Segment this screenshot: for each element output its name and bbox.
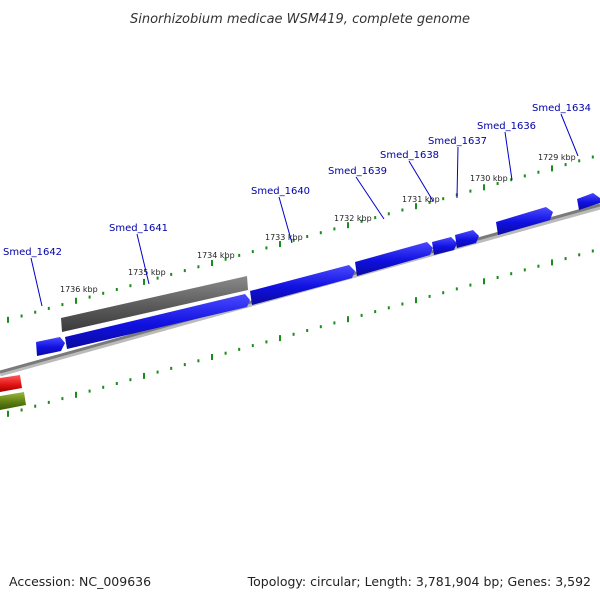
gene-leaders	[30, 113, 579, 307]
gene-label-smed-1641[interactable]: Smed_1641	[109, 223, 168, 234]
feature-cds-1[interactable]	[36, 337, 65, 356]
gene-label-smed-1634[interactable]: Smed_1634	[532, 103, 591, 114]
leader-smed-1637	[456, 146, 459, 199]
gene-label-smed-1638[interactable]: Smed_1638	[380, 150, 439, 161]
tick-label-1731: 1731 kbp	[402, 195, 440, 204]
feature-other[interactable]	[0, 392, 26, 410]
leader-smed-1639	[355, 176, 385, 220]
gene-label-smed-1639[interactable]: Smed_1639	[328, 166, 387, 177]
tick-label-1734: 1734 kbp	[197, 251, 235, 260]
gene-labels: Smed_1634 Smed_1636 Smed_1637 Smed_1638 …	[3, 103, 591, 258]
tick-label-1729: 1729 kbp	[538, 153, 576, 162]
map-title: Sinorhizobium medicae WSM419, complete g…	[130, 12, 470, 27]
tick-label-1730: 1730 kbp	[470, 174, 508, 183]
tick-label-1732: 1732 kbp	[334, 214, 372, 223]
tick-ruler-lower	[7, 249, 594, 417]
tick-ruler-upper	[7, 155, 594, 323]
gene-label-smed-1640[interactable]: Smed_1640	[251, 186, 310, 197]
feature-cds-3[interactable]	[250, 265, 355, 305]
leader-smed-1640	[278, 196, 293, 244]
leader-smed-1638	[408, 160, 434, 202]
gene-label-smed-1637[interactable]: Smed_1637	[428, 136, 487, 147]
feature-cds-6[interactable]	[455, 230, 479, 248]
feature-cds-2[interactable]	[65, 294, 250, 349]
leader-smed-1634	[560, 113, 579, 157]
tick-label-1736: 1736 kbp	[60, 285, 98, 294]
feature-grey-block[interactable]	[61, 276, 248, 332]
tick-label-1733: 1733 kbp	[265, 233, 303, 242]
accession-text: Accession: NC_009636	[9, 574, 151, 589]
feature-cds-4[interactable]	[355, 242, 433, 276]
genome-summary: Topology: circular; Length: 3,781,904 bp…	[247, 574, 591, 589]
tick-label-1735: 1735 kbp	[128, 268, 166, 277]
gene-label-smed-1636[interactable]: Smed_1636	[477, 121, 536, 132]
gene-features	[0, 193, 600, 410]
feature-cds-5[interactable]	[432, 237, 457, 255]
leader-smed-1636	[504, 131, 513, 181]
feature-cds-7[interactable]	[496, 207, 553, 235]
feature-rna[interactable]	[0, 375, 22, 392]
leader-smed-1642	[30, 257, 43, 307]
leader-smed-1641	[136, 233, 150, 285]
tick-labels: 1729 kbp 1730 kbp 1731 kbp 1732 kbp 1733…	[60, 153, 576, 294]
feature-cds-8[interactable]	[577, 193, 600, 210]
gene-label-smed-1642[interactable]: Smed_1642	[3, 247, 62, 258]
